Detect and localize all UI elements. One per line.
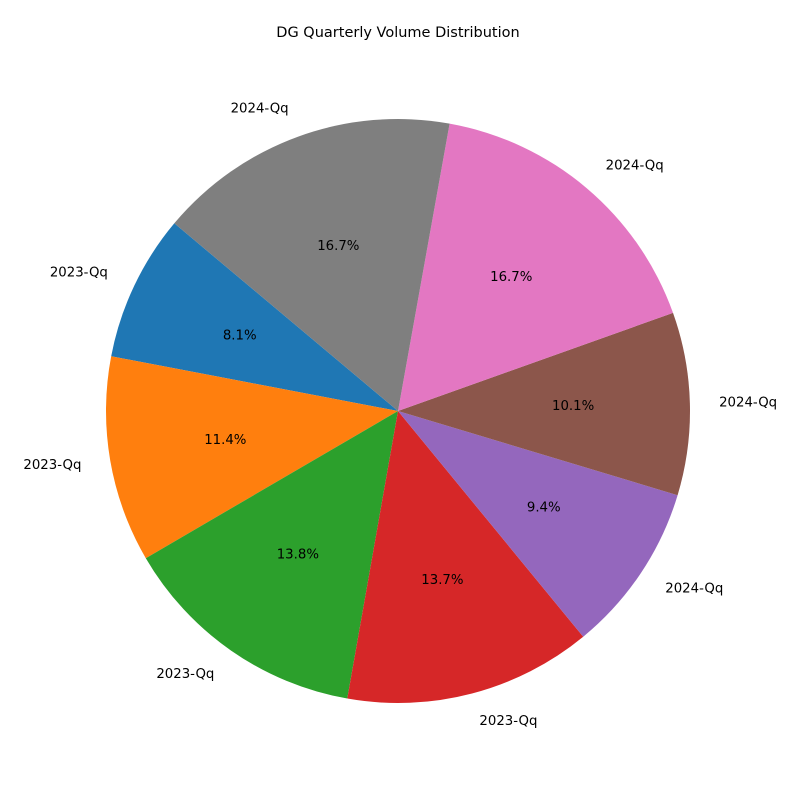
slice-label-3: 2023-Qq bbox=[156, 667, 214, 682]
pie-slice-3 bbox=[145, 411, 398, 699]
slice-percent-1: 8.1% bbox=[223, 328, 257, 343]
pie-slice-5 bbox=[398, 411, 678, 637]
chart-title: DG Quarterly Volume Distribution bbox=[276, 25, 519, 41]
slice-label-1: 2023-Qq bbox=[50, 266, 108, 281]
slice-percent-5: 9.4% bbox=[527, 501, 561, 516]
pie-slice-8 bbox=[174, 119, 450, 412]
slice-label-5: 2024-Qq bbox=[665, 582, 723, 597]
slice-percent-3: 13.8% bbox=[277, 547, 319, 562]
slice-percent-8: 16.7% bbox=[317, 239, 359, 254]
pie-slice-4 bbox=[347, 411, 584, 703]
slice-percent-2: 11.4% bbox=[204, 433, 246, 448]
pie-labels: 2023-Qq 8.1% 2023-Qq 11.4% 2023-Qq 13.8% 2023-… bbox=[23, 102, 777, 730]
pie-slice-6 bbox=[398, 312, 690, 496]
pie-slice-2 bbox=[105, 356, 399, 559]
slice-percent-4: 13.7% bbox=[421, 573, 463, 588]
pie-slice-7 bbox=[398, 123, 674, 411]
slice-label-4: 2023-Qq bbox=[479, 714, 537, 729]
slice-label-8: 2024-Qq bbox=[231, 102, 289, 117]
slice-label-7: 2024-Qq bbox=[606, 158, 664, 173]
pie-slice-1 bbox=[111, 223, 399, 411]
pie-slices bbox=[105, 119, 690, 703]
slice-percent-7: 16.7% bbox=[490, 270, 532, 285]
slice-label-6: 2024-Qq bbox=[719, 395, 777, 410]
slice-label-2: 2023-Qq bbox=[23, 458, 81, 473]
slice-percent-6: 10.1% bbox=[552, 399, 594, 414]
